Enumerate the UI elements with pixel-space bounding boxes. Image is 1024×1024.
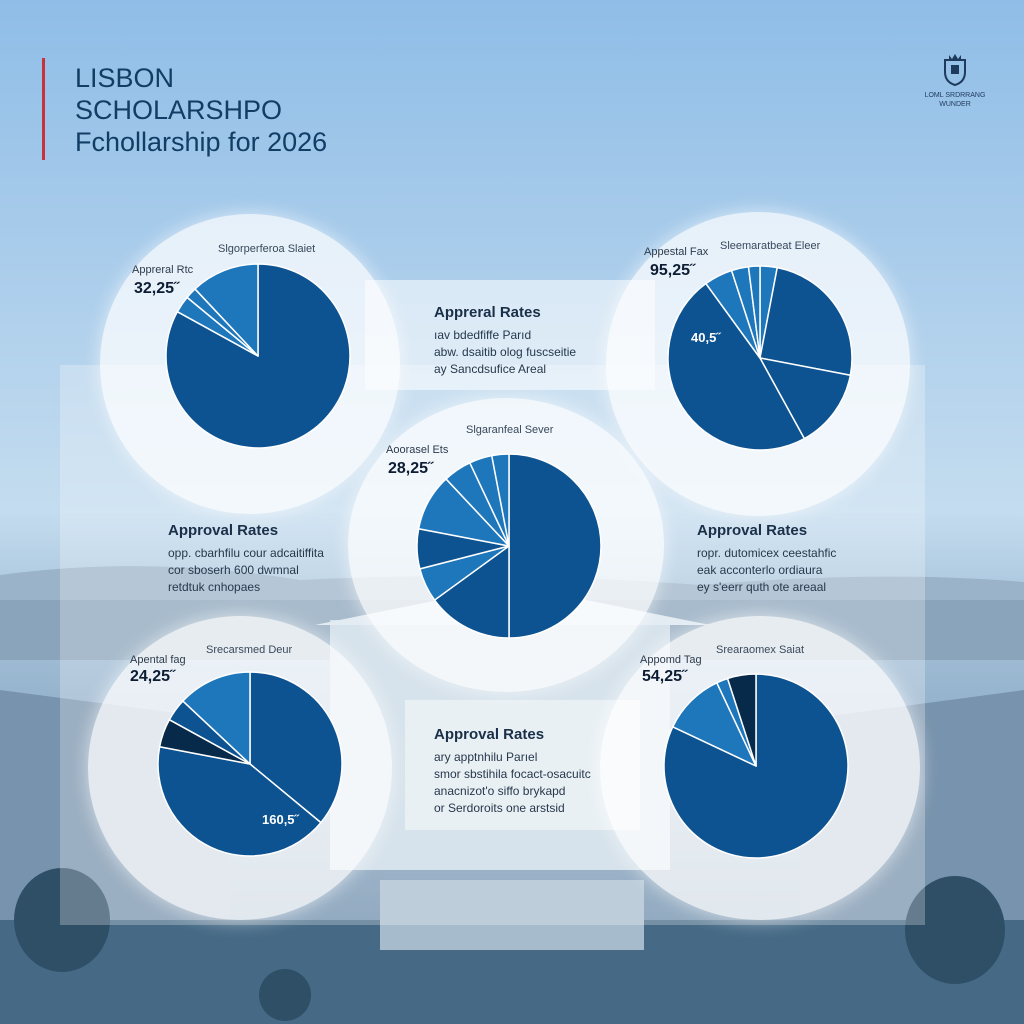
pie-chart-4 xyxy=(157,671,343,857)
pie-2-value: 95,25˝ xyxy=(650,262,696,279)
pie-3-slice-1 xyxy=(508,453,602,639)
info-3-heading: Approval Rates xyxy=(697,522,808,539)
info-block-4: Approval Rates ary apptnhilu Parıel smor… xyxy=(434,726,591,817)
pie-4-slice-2 xyxy=(157,746,322,857)
pie-2-label: Appestal Fax xyxy=(644,246,709,258)
info-1-line-2: abw. dsaitib olog fuscseitie xyxy=(434,345,577,359)
university-crest: LOML SRDRRANG WUNDER xyxy=(920,52,990,109)
pie-1-slice-4 xyxy=(194,263,259,357)
pie-5-slice-1 xyxy=(663,673,849,859)
info-block-3: Approval Rates ropr. dutomicex ceestahfi… xyxy=(697,522,836,596)
page-title-line-1: LISBON xyxy=(75,63,175,93)
pie-3-value: 28,25˝ xyxy=(388,460,434,477)
pie-5-label: Appomd Tag xyxy=(640,654,702,666)
pie-4-slice-1 xyxy=(249,671,343,824)
pie-4-slice-5 xyxy=(182,671,251,765)
pie-2-slice-7 xyxy=(747,265,761,359)
info-4-line-2: smor sbstihila focact-osacuitc xyxy=(434,767,591,781)
pie-1-value: 32,25˝ xyxy=(134,280,180,297)
info-4-line-3: anacnizot'o siffo brykapd xyxy=(434,784,566,798)
pie-3-label: Aoorasel Ets xyxy=(386,444,449,456)
info-2-line-2: cor sboserh 600 dwmnal xyxy=(168,563,299,577)
page-title-line-3: Fchollarship for 2026 xyxy=(75,127,328,157)
pie-5-slice-4 xyxy=(726,673,757,767)
crest-text-2: WUNDER xyxy=(939,101,971,108)
info-3-line-1: ropr. dutomicex ceestahfic xyxy=(697,546,837,560)
info-4-heading: Approval Rates xyxy=(434,726,545,743)
info-3-line-2: eak acconterlo ordiaura xyxy=(697,563,823,577)
info-3-line-3: ey s'eerr quth ote areaal xyxy=(697,580,827,594)
info-1-line-1: ıav bdedfiffe Parıd xyxy=(434,328,532,342)
pie-3-caption: Slgaranfeal Sever xyxy=(466,424,554,436)
pie-chart-5 xyxy=(663,673,849,859)
pie-1-label: Appreral Rtc xyxy=(132,264,194,276)
pie-chart-3 xyxy=(416,453,602,639)
pie-2-slice-4 xyxy=(667,282,806,451)
info-2-heading: Approval Rates xyxy=(168,522,279,539)
pie-3-slice-2 xyxy=(433,545,510,639)
pie-2-caption: Sleemaratbeat Eleer xyxy=(720,240,821,252)
info-4-line-1: ary apptnhilu Parıel xyxy=(434,750,538,764)
pie-3-slice-8 xyxy=(491,453,510,547)
pie-5-caption: Srearaomex Saiat xyxy=(716,644,805,656)
pie-4-label: Apental fag xyxy=(130,654,186,666)
info-block-2: Approval Rates opp. cbarhfilu cour adcai… xyxy=(168,522,324,596)
pie-chart-2 xyxy=(667,265,853,451)
info-2-line-3: retdtuk cnhopaes xyxy=(168,580,261,594)
page-title-line-2: SCHOLARSHPO xyxy=(75,95,283,125)
info-4-line-4: or Serdoroits one arstsid xyxy=(434,801,565,815)
pie-2-slice-3 xyxy=(759,357,852,440)
pie-2-inside-value: 40,5˝ xyxy=(691,330,721,345)
pie-4-inside-value: 160,5˝ xyxy=(262,812,299,827)
info-2-line-1: opp. cbarhfilu cour adcaitiffita xyxy=(168,546,324,560)
crest-text-1: LOML SRDRRANG xyxy=(924,92,986,99)
info-1-heading: Appreral Rates xyxy=(434,304,541,321)
pie-chart-1 xyxy=(165,263,351,449)
info-block-1: Appreral Rates ıav bdedfiffe Parıd abw. … xyxy=(434,304,576,378)
info-1-line-3: ay Sancdsufice Areal xyxy=(434,362,547,376)
pie-4-caption: Srecarsmed Deur xyxy=(206,644,293,656)
pie-2-slice-2 xyxy=(759,266,853,376)
pie-1-caption: Slgorperferoa Slaiet xyxy=(218,243,316,255)
title-accent-bar xyxy=(42,58,45,160)
pie-4-value: 24,25˝ xyxy=(130,668,176,685)
pie-5-value: 54,25˝ xyxy=(642,668,688,685)
crest-icon xyxy=(944,54,966,87)
